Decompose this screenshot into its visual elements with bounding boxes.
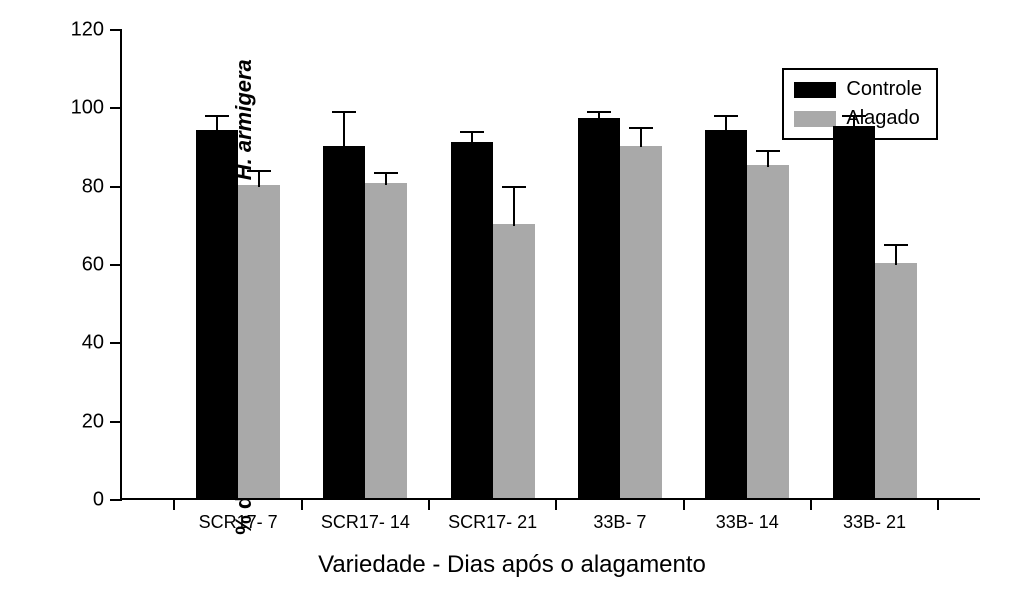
y-tick [110, 421, 122, 423]
bar-alagado [365, 183, 407, 498]
bar-alagado [620, 146, 662, 499]
plot-area: Controle Alagado 020406080100120SCR17- 7… [120, 30, 980, 500]
y-tick-label: 120 [54, 19, 104, 42]
y-tick [110, 107, 122, 109]
error-cap [205, 115, 229, 117]
error-whisker [471, 132, 473, 144]
x-category-label: 33B- 21 [843, 512, 906, 533]
error-cap [756, 150, 780, 152]
bar-controle [578, 118, 620, 498]
x-tick [555, 498, 557, 510]
error-whisker [640, 128, 642, 148]
error-whisker [853, 116, 855, 128]
y-tick-label: 80 [54, 175, 104, 198]
x-category-label: SCR17- 7 [199, 512, 278, 533]
x-axis-title: Variedade - Dias após o alagamento [0, 551, 1024, 579]
x-tick [937, 498, 939, 510]
x-tick [173, 498, 175, 510]
legend-swatch-controle [794, 82, 836, 98]
y-tick [110, 342, 122, 344]
x-tick [683, 498, 685, 510]
bar-controle [833, 126, 875, 498]
legend-swatch-alagado [794, 111, 836, 127]
y-tick [110, 499, 122, 501]
y-tick [110, 264, 122, 266]
error-whisker [598, 112, 600, 120]
bar-controle [323, 146, 365, 499]
error-cap [587, 111, 611, 113]
legend-item-controle: Controle [794, 78, 922, 101]
error-whisker [513, 187, 515, 226]
error-cap [714, 115, 738, 117]
error-cap [332, 111, 356, 113]
y-tick-label: 40 [54, 332, 104, 355]
x-tick [428, 498, 430, 510]
error-whisker [343, 112, 345, 147]
x-category-label: 33B- 14 [716, 512, 779, 533]
error-whisker [385, 173, 387, 185]
error-cap [460, 131, 484, 133]
x-category-label: 33B- 7 [593, 512, 646, 533]
error-whisker [767, 151, 769, 167]
y-tick-label: 0 [54, 489, 104, 512]
error-whisker [216, 116, 218, 132]
x-tick [810, 498, 812, 510]
x-category-label: SCR17- 21 [448, 512, 537, 533]
bar-alagado [875, 263, 917, 498]
error-cap [629, 127, 653, 129]
error-cap [842, 115, 866, 117]
error-whisker [895, 245, 897, 265]
y-tick-label: 100 [54, 97, 104, 120]
bar-controle [451, 142, 493, 498]
y-tick-label: 60 [54, 254, 104, 277]
y-tick [110, 186, 122, 188]
error-cap [884, 244, 908, 246]
y-tick [110, 29, 122, 31]
x-tick [301, 498, 303, 510]
error-cap [502, 186, 526, 188]
bar-alagado [493, 224, 535, 498]
chart-container: % de mortalidade de neonatas de H. armig… [0, 0, 1024, 593]
error-cap [247, 170, 271, 172]
legend-label-controle: Controle [846, 78, 922, 101]
bar-controle [705, 130, 747, 498]
bar-controle [196, 130, 238, 498]
error-cap [374, 172, 398, 174]
y-tick-label: 20 [54, 410, 104, 433]
error-whisker [258, 171, 260, 187]
bar-alagado [747, 165, 789, 498]
x-category-label: SCR17- 14 [321, 512, 410, 533]
error-whisker [725, 116, 727, 132]
bar-alagado [238, 185, 280, 498]
